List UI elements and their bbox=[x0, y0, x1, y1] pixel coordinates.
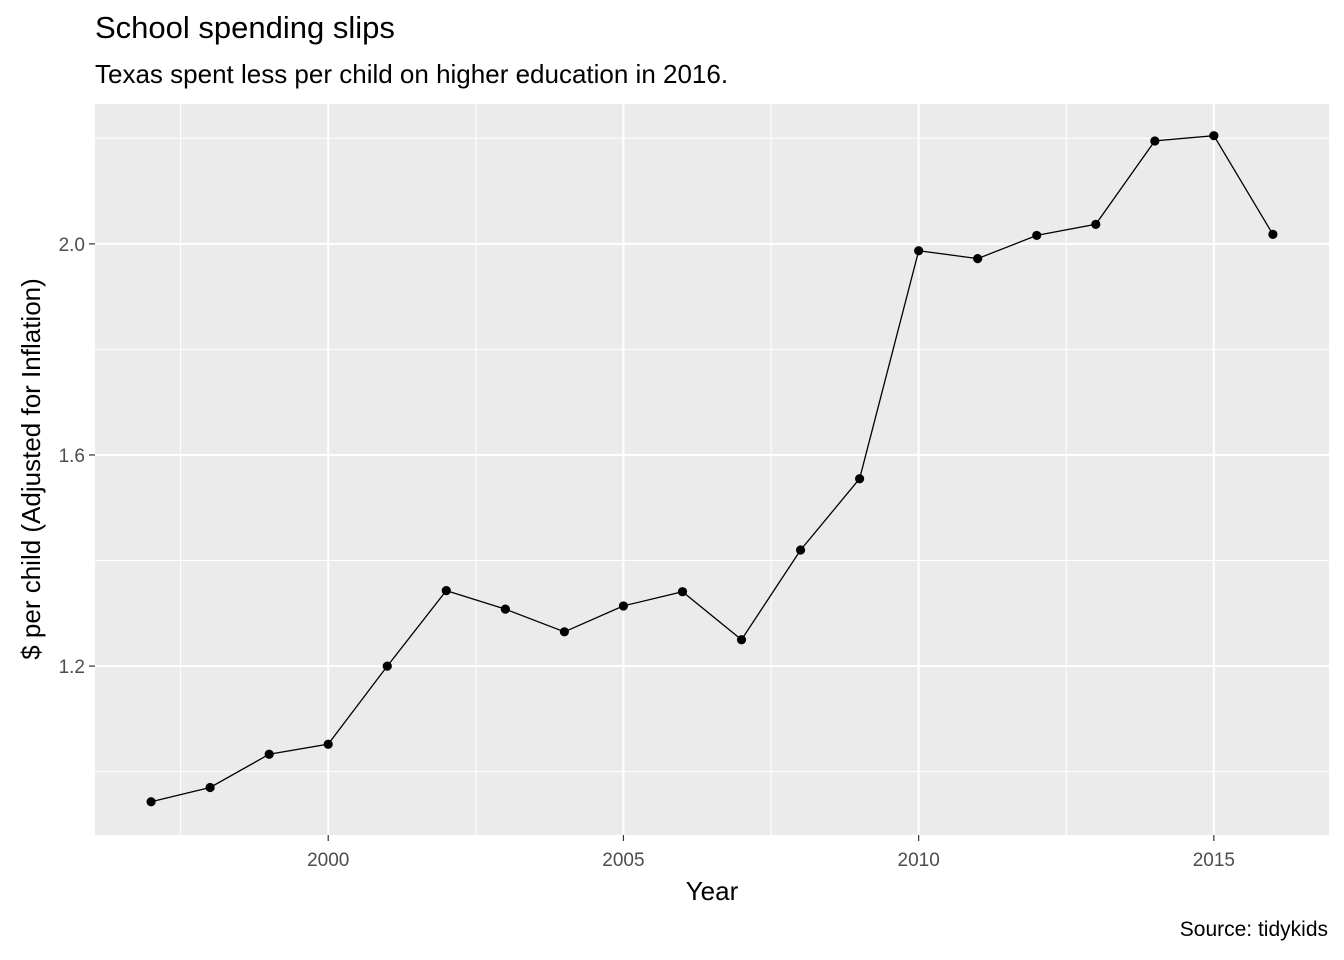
data-point bbox=[736, 635, 747, 645]
data-point bbox=[677, 587, 688, 597]
data-point bbox=[323, 739, 333, 749]
data-point bbox=[264, 749, 274, 759]
data-point bbox=[1268, 229, 1278, 239]
y-tick-label: 1.2 bbox=[59, 657, 85, 678]
x-tick-label: 2005 bbox=[602, 850, 644, 871]
y-tick-label: 1.6 bbox=[59, 446, 85, 467]
data-point bbox=[205, 782, 215, 793]
x-axis-ticks: 2000 2005 2010 2015 bbox=[307, 835, 1235, 871]
chart-subtitle: Texas spent less per child on higher edu… bbox=[95, 59, 729, 89]
x-tick-label: 2010 bbox=[898, 850, 940, 871]
x-tick-label: 2000 bbox=[307, 850, 349, 871]
data-point bbox=[500, 604, 510, 614]
x-tick-label: 2015 bbox=[1193, 850, 1235, 871]
data-point bbox=[1150, 136, 1160, 146]
data-point bbox=[559, 627, 569, 637]
major-gridlines bbox=[95, 104, 1329, 835]
data-point bbox=[973, 254, 983, 264]
data-point bbox=[1091, 219, 1101, 229]
data-point bbox=[382, 661, 392, 671]
data-point bbox=[618, 601, 629, 611]
data-points bbox=[146, 131, 1278, 807]
plot-panel bbox=[95, 104, 1329, 835]
chart-caption: Source: tidykids bbox=[1179, 918, 1328, 941]
data-point bbox=[146, 797, 156, 807]
x-axis-title: Year bbox=[686, 876, 739, 906]
chart-title: School spending slips bbox=[95, 10, 395, 45]
data-point bbox=[441, 586, 451, 596]
y-tick-label: 2.0 bbox=[59, 235, 85, 256]
data-point bbox=[795, 545, 806, 555]
series-line bbox=[150, 135, 1274, 803]
data-point bbox=[1209, 131, 1219, 141]
data-point bbox=[855, 474, 865, 484]
y-axis-title: $ per child (Adjusted for Inflation) bbox=[16, 278, 46, 660]
y-axis-ticks: 1.2 1.6 2.0 bbox=[59, 235, 95, 678]
minor-gridlines bbox=[95, 104, 1329, 835]
data-point bbox=[1032, 230, 1042, 241]
data-point bbox=[914, 246, 924, 256]
